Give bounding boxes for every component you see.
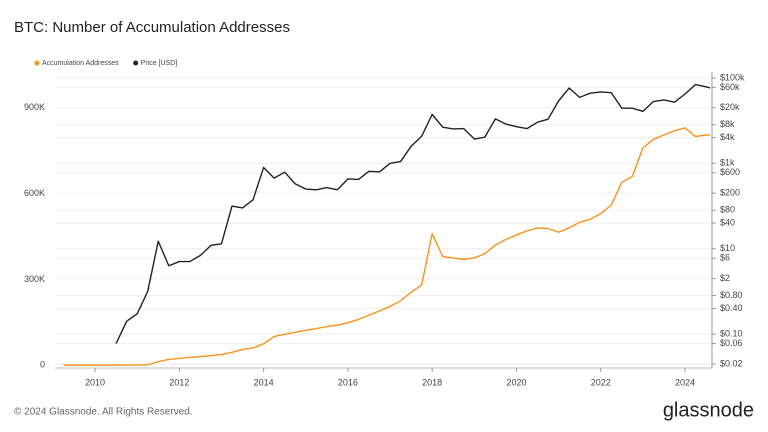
x-tick-label: 2010 — [85, 377, 105, 387]
y2-tick-label: $0.10 — [720, 329, 743, 339]
x-tick-label: 2018 — [422, 377, 442, 387]
y2-tick-label: $0.06 — [720, 338, 743, 348]
y2-tick-label: $1k — [720, 158, 735, 168]
y2-tick-label: $0.80 — [720, 290, 743, 300]
x-tick-label: 2020 — [506, 377, 526, 387]
y2-tick-label: $60k — [720, 82, 740, 92]
copyright: © 2024 Glassnode. All Rights Reserved. — [14, 407, 193, 418]
data-line — [63, 127, 711, 366]
chart-title: BTC: Number of Accumulation Addresses — [14, 19, 290, 36]
y2-tick-label: $0.02 — [720, 358, 743, 368]
data-line — [115, 83, 711, 344]
y2-tick-label: $10 — [720, 243, 735, 253]
y2-tick-label: $80 — [720, 205, 735, 215]
y2-tick-label: $100k — [720, 72, 745, 82]
y2-tick-label: $8k — [720, 119, 735, 129]
y2-tick-label: $4k — [720, 132, 735, 142]
y-tick-label: 300K — [24, 274, 45, 284]
x-tick-label: 2014 — [254, 377, 274, 387]
y-tick-label: 600K — [24, 188, 45, 198]
y2-tick-label: $0.40 — [720, 303, 743, 313]
y2-tick-label: $600 — [720, 167, 740, 177]
x-tick-label: 2016 — [338, 377, 358, 387]
x-tick-label: 2022 — [591, 377, 611, 387]
x-tick-label: 2012 — [169, 377, 189, 387]
brand-logo: glassnode — [663, 399, 754, 421]
legend-marker — [133, 60, 139, 66]
x-tick-label: 2024 — [675, 377, 695, 387]
y-tick-label: 900K — [24, 102, 45, 112]
y2-tick-label: $6 — [720, 253, 730, 263]
y-tick-label: 0 — [40, 360, 45, 370]
legend-label: Accumulation Addresses — [42, 60, 119, 67]
y2-tick-label: $20k — [720, 102, 740, 112]
y2-tick-label: $40 — [720, 217, 735, 227]
y2-tick-label: $200 — [720, 188, 740, 198]
legend-marker — [34, 60, 40, 66]
legend-label: Price [USD] — [141, 60, 178, 67]
y2-tick-label: $2 — [720, 273, 730, 283]
